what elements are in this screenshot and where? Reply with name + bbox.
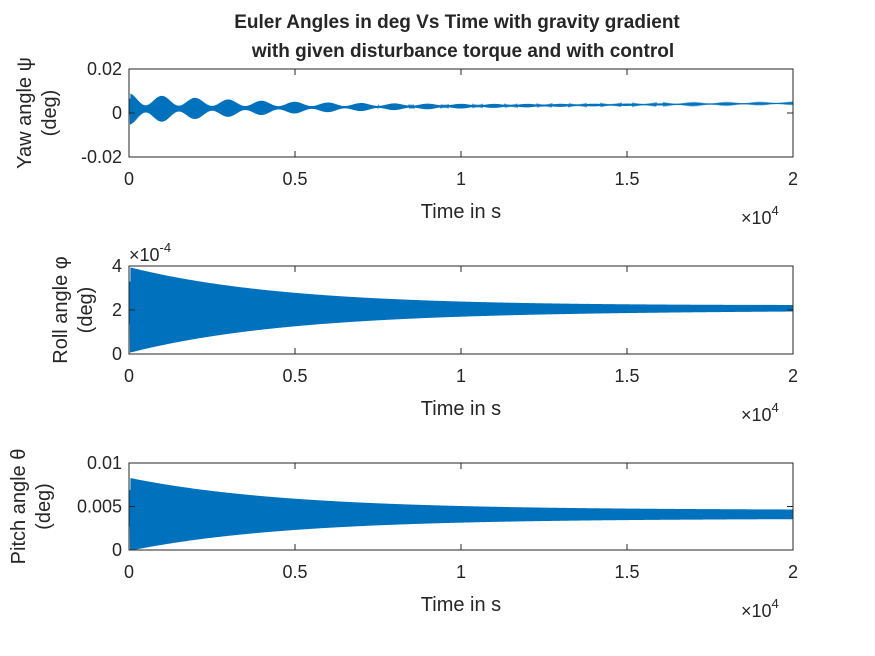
x-tick-label: 1 bbox=[456, 169, 466, 189]
y-axis-label: Yaw angle ψ (deg) bbox=[14, 57, 61, 169]
x-tick-label: 1 bbox=[456, 366, 466, 386]
y-axis-label-line-2: (deg) bbox=[39, 90, 61, 137]
subplot-2: 0 0.5 1 1.5 2 0 2 4 Time in s ×104 ×10-4 Roll angle… bbox=[50, 240, 798, 425]
y-axis-label-line-2: (deg) bbox=[75, 287, 97, 334]
y-tick-label: 0 bbox=[112, 103, 122, 123]
y-tick-label: 0 bbox=[112, 540, 122, 560]
x-tick-label: 0 bbox=[124, 169, 134, 189]
y-tick-label: 0 bbox=[112, 344, 122, 364]
subplot-3: 0 0.5 1 1.5 2 0 0.005 0.01 Time in s ×104 Pitch an… bbox=[8, 449, 798, 621]
x-tick-label: 0.5 bbox=[282, 366, 307, 386]
x-tick-label: 0.5 bbox=[282, 562, 307, 582]
y-tick-label: -0.02 bbox=[81, 147, 122, 167]
x-axis-multiplier: ×104 bbox=[741, 203, 779, 228]
series-line-3 bbox=[129, 478, 793, 550]
x-tick-label: 0 bbox=[124, 366, 134, 386]
y-axis-label-line-1: Pitch angle θ bbox=[8, 449, 30, 565]
x-tick-label: 2 bbox=[788, 169, 798, 189]
y-axis-label-line-1: Roll angle φ bbox=[50, 256, 72, 364]
y-tick-label: 0.005 bbox=[77, 497, 122, 517]
y-axis-label-line-2: (deg) bbox=[33, 483, 55, 530]
y-tick-label: 2 bbox=[112, 300, 122, 320]
y-tick-label: 0.02 bbox=[87, 59, 122, 79]
series-line-2 bbox=[129, 267, 793, 353]
x-axis-label: Time in s bbox=[421, 201, 501, 223]
y-axis-label: Pitch angle θ (deg) bbox=[8, 449, 55, 565]
y-axis-label-line-1: Yaw angle ψ bbox=[14, 57, 36, 169]
x-tick-label: 1.5 bbox=[614, 169, 639, 189]
x-axis-multiplier: ×104 bbox=[741, 400, 779, 425]
x-tick-label: 0 bbox=[124, 562, 134, 582]
x-axis-multiplier: ×104 bbox=[741, 596, 779, 621]
x-tick-label: 1 bbox=[456, 562, 466, 582]
y-tick-label: 4 bbox=[112, 256, 122, 276]
x-axis-label: Time in s bbox=[421, 594, 501, 616]
x-tick-label: 1.5 bbox=[614, 366, 639, 386]
x-tick-label: 0.5 bbox=[282, 169, 307, 189]
x-axis-label: Time in s bbox=[421, 398, 501, 420]
figure-title-line-1: Euler Angles in deg Vs Time with gravity… bbox=[234, 12, 680, 33]
y-tick-label: 0.01 bbox=[87, 453, 122, 473]
x-tick-label: 2 bbox=[788, 562, 798, 582]
x-tick-label: 1.5 bbox=[614, 562, 639, 582]
y-axis-multiplier: ×10-4 bbox=[129, 240, 171, 265]
y-axis-label: Roll angle φ (deg) bbox=[50, 256, 97, 364]
series-line-1 bbox=[129, 93, 793, 125]
x-tick-label: 2 bbox=[788, 366, 798, 386]
figure-title-line-2: with given disturbance torque and with c… bbox=[251, 41, 674, 62]
